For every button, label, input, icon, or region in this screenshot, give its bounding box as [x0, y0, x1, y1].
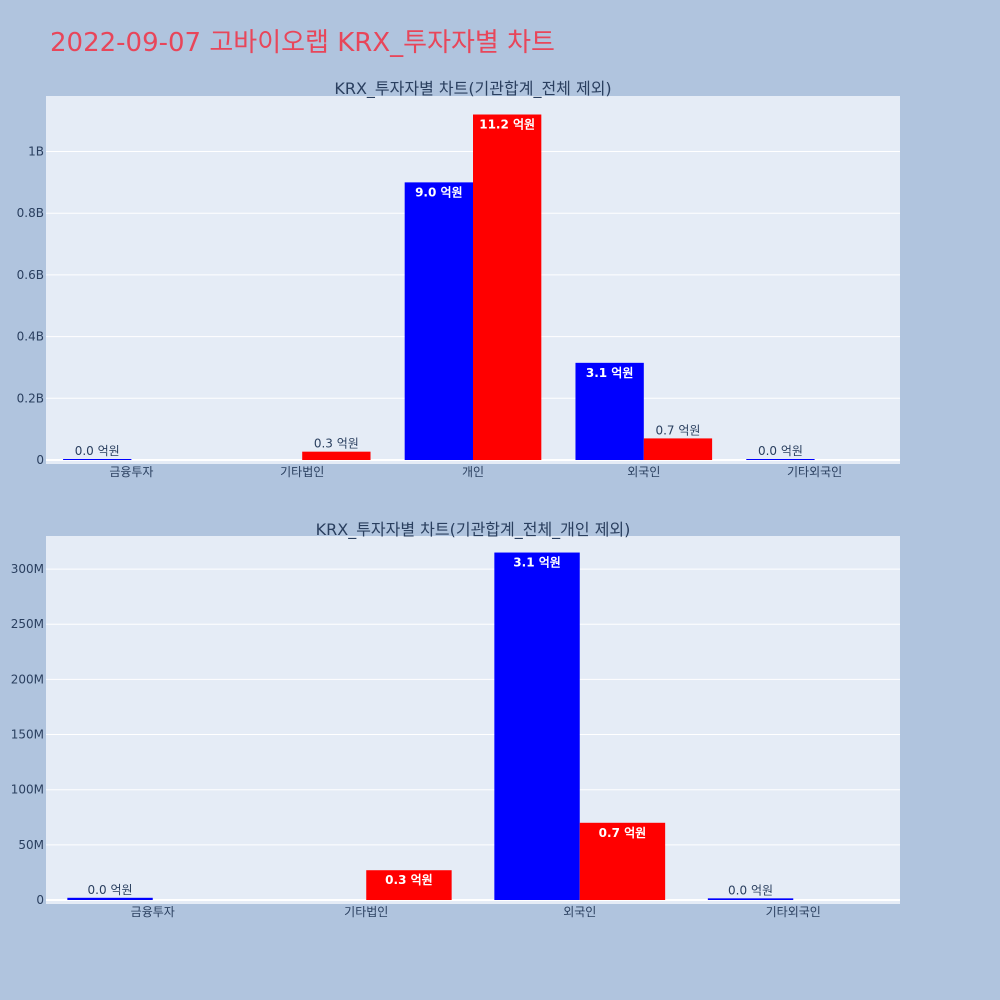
bar-value-label: 3.1 억원 — [513, 556, 561, 570]
bar-value-label: 0.7 억원 — [599, 826, 647, 840]
buy-bar-1 — [67, 897, 153, 900]
bar-value-label: 3.1 억원 — [586, 366, 634, 380]
bar-value-label: 9.0 억원 — [415, 185, 463, 199]
y-tick-label: 0 — [36, 893, 44, 907]
y-tick-label: 50M — [18, 838, 44, 852]
y-tick-label: 100M — [11, 783, 44, 797]
bar-value-label: 0.3 억원 — [385, 873, 433, 887]
sell-bar-2 — [366, 870, 452, 900]
sell-bar-4 — [643, 438, 713, 460]
x-tick-label: 금융투자 — [109, 465, 153, 479]
x-tick-label: 기타법인 — [280, 465, 324, 479]
chart-2: 0 50M 100M 150M 200M 250M 300M KRX_투자자별 차트(기관합계… — [11, 520, 900, 919]
y-tick-label: 150M — [11, 728, 44, 742]
y-tick-label: 1B — [28, 145, 44, 159]
y-tick-label: 0.2B — [17, 391, 44, 405]
bar-value-label: 0.0 억원 — [75, 444, 120, 458]
x-tick-label: 외국인 — [627, 465, 660, 479]
x-tick-label: 개인 — [462, 465, 484, 479]
page-title: 2022-09-07 고바이오랩 KRX_투자자별 차트 — [50, 28, 555, 58]
x-tick-label: 금융투자 — [131, 905, 175, 919]
buy-bar-5 — [746, 459, 815, 460]
buy-bar-4 — [575, 362, 644, 460]
chart-title: KRX_투자자별 차트(기관합계_전체 제외) — [334, 79, 611, 99]
bar-value-label: 0.0 억원 — [728, 883, 773, 897]
sell-bar-3 — [579, 822, 666, 900]
x-tick-label: 외국인 — [563, 905, 596, 919]
y-tick-label: 300M — [11, 562, 44, 576]
x-tick-label: 기타외국인 — [766, 905, 821, 919]
chart-1: 0 0.2B 0.4B 0.6B 0.8B 1B KRX_투자자별 차트(기관합계_전체 제… — [17, 79, 900, 479]
buy-bar-1 — [63, 459, 132, 460]
sell-bar-2 — [302, 451, 371, 460]
buy-bar-3 — [404, 182, 473, 461]
y-tick-label: 0.4B — [17, 330, 44, 344]
bar-value-label: 0.3 억원 — [314, 437, 359, 451]
buy-bar-3 — [494, 552, 580, 900]
bar-value-label: 11.2 억원 — [479, 118, 535, 132]
chart-title: KRX_투자자별 차트(기관합계_전체_개인 제외) — [316, 520, 631, 540]
y-tick-label: 0.6B — [17, 268, 44, 282]
x-tick-label: 기타법인 — [344, 905, 388, 919]
plot-area — [46, 536, 900, 904]
x-tick-label: 기타외국인 — [787, 465, 842, 479]
sell-bar-3 — [473, 114, 542, 460]
bar-value-label: 0.0 억원 — [88, 883, 133, 897]
y-tick-label: 0 — [36, 453, 44, 467]
y-tick-label: 200M — [11, 672, 44, 686]
buy-bar-4 — [707, 898, 794, 900]
y-tick-label: 0.8B — [17, 206, 44, 220]
bar-value-label: 0.0 억원 — [758, 444, 803, 458]
bar-value-label: 0.7 억원 — [655, 423, 700, 437]
y-tick-label: 250M — [11, 617, 44, 631]
